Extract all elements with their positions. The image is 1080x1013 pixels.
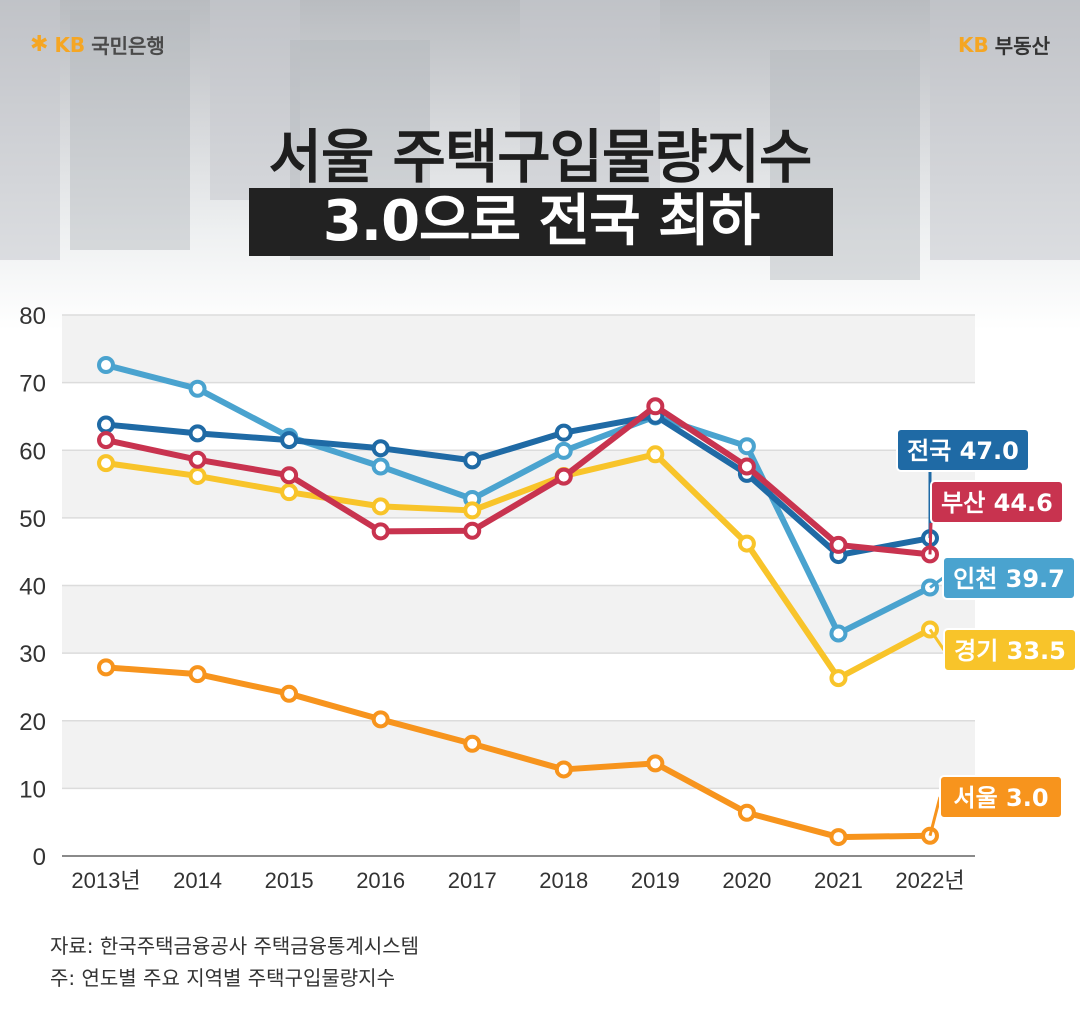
label-connector-incheon	[929, 576, 944, 589]
data-point-gyeonggi	[737, 534, 756, 553]
building-shape	[70, 10, 190, 250]
grid-band	[62, 585, 975, 654]
data-point-seoul	[737, 803, 756, 822]
end-label-busan: 부산 44.6	[941, 489, 1053, 517]
data-point-seoul	[188, 665, 207, 684]
data-point-incheon	[371, 457, 390, 476]
x-tick-label: 2015	[265, 868, 314, 893]
end-label-box-incheon	[942, 556, 1076, 600]
end-label-nationwide: 전국 47.0	[907, 437, 1019, 465]
kb-bank-logo: ✱ KB 국민은행	[30, 30, 165, 59]
kb-mark-text: KB	[54, 32, 86, 57]
data-point-nationwide	[280, 431, 299, 450]
data-point-busan	[554, 467, 573, 486]
y-tick-label: 20	[19, 709, 46, 736]
data-point-seoul	[646, 754, 665, 773]
data-point-busan	[737, 457, 756, 476]
x-tick-label: 2022년	[895, 868, 964, 893]
data-point-gyeonggi	[188, 466, 207, 485]
kb-realestate-logo: KB 부동산	[958, 30, 1050, 59]
line-chart: 0 10 20 30 40 50 60 70 80 2013년 2014 2015 2016 2017 20…	[19, 303, 1077, 893]
y-tick-label: 80	[19, 303, 46, 330]
end-label-box-gyeonggi	[943, 628, 1077, 672]
label-connector-busan	[928, 522, 933, 555]
series-line-busan	[103, 403, 933, 558]
x-tick-label: 2017	[448, 868, 497, 893]
building-shape	[930, 0, 1080, 260]
data-point-gyeonggi	[371, 497, 390, 516]
data-point-seoul	[280, 684, 299, 703]
data-point-seoul	[829, 828, 848, 847]
data-point-busan	[463, 521, 482, 540]
data-point-seoul	[97, 658, 115, 677]
data-point-busan	[371, 522, 390, 541]
chart-title: 서울 주택구입물량지수	[268, 123, 813, 191]
data-point-busan	[97, 431, 115, 450]
subtitle-box	[249, 188, 833, 256]
end-label-gyeonggi: 경기 33.5	[954, 637, 1066, 665]
data-point-incheon	[829, 624, 848, 643]
x-tick-label: 2020	[722, 868, 771, 893]
y-tick-label: 0	[33, 844, 46, 871]
data-point-gyeonggi	[829, 669, 848, 688]
data-point-busan	[646, 397, 665, 416]
data-point-seoul	[371, 710, 390, 729]
kb-bank-name: 국민은행	[91, 34, 165, 58]
building-shape	[210, 0, 300, 200]
x-tick-label: 2016	[356, 868, 405, 893]
data-point-seoul	[554, 760, 573, 779]
end-label-box-busan	[930, 480, 1064, 524]
data-point-gyeonggi	[97, 454, 115, 473]
label-connector-seoul	[928, 796, 942, 837]
end-label-box-nationwide	[896, 428, 1030, 472]
building-shape	[520, 0, 660, 200]
data-point-incheon	[188, 379, 207, 398]
source-note: 자료: 한국주택금융공사 주택금융통계시스템	[50, 934, 420, 958]
kb-star-icon: ✱	[30, 32, 49, 57]
data-point-busan	[188, 450, 207, 469]
data-point-seoul	[463, 734, 482, 753]
chart-subtitle: 3.0으로 전국 최하	[322, 189, 760, 254]
kb-mark-text: KB	[958, 32, 989, 57]
series-line-gyeonggi	[103, 451, 933, 682]
series-line-nationwide	[103, 412, 933, 559]
data-point-busan	[829, 535, 848, 554]
grid-band	[62, 315, 975, 383]
series-line-incheon	[103, 362, 933, 637]
y-tick-label: 50	[19, 506, 46, 533]
data-point-gyeonggi	[280, 483, 299, 502]
data-point-gyeonggi	[646, 445, 665, 464]
data-point-nationwide	[371, 439, 390, 458]
series-line-seoul	[103, 664, 933, 841]
data-point-gyeonggi	[463, 501, 482, 520]
x-tick-label: 2021	[814, 868, 863, 893]
data-point-incheon	[554, 441, 573, 460]
data-point-nationwide	[188, 424, 207, 443]
end-label-incheon: 인천 39.7	[953, 565, 1065, 593]
end-label-box-seoul	[939, 775, 1063, 819]
y-tick-label: 70	[19, 371, 46, 398]
y-tick-label: 10	[19, 776, 46, 803]
y-tick-label: 40	[19, 574, 46, 601]
y-tick-label: 30	[19, 641, 46, 668]
data-point-incheon	[737, 437, 756, 456]
data-point-incheon	[97, 356, 115, 375]
x-tick-label: 2013년	[71, 868, 140, 893]
x-tick-label: 2014	[173, 868, 222, 893]
data-point-nationwide	[463, 451, 482, 470]
kb-realestate-name: 부동산	[994, 34, 1050, 58]
data-point-nationwide	[97, 415, 115, 434]
building-shape	[0, 0, 60, 260]
end-label-seoul: 서울 3.0	[953, 784, 1048, 812]
data-point-nationwide	[554, 423, 573, 442]
data-point-busan	[280, 466, 299, 485]
x-tick-label: 2018	[539, 868, 588, 893]
label-connector-gyeonggi	[928, 628, 946, 651]
chart-note: 주: 연도별 주요 지역별 주택구입물량지수	[50, 966, 395, 990]
y-tick-label: 60	[19, 438, 46, 465]
x-tick-label: 2019	[631, 868, 680, 893]
